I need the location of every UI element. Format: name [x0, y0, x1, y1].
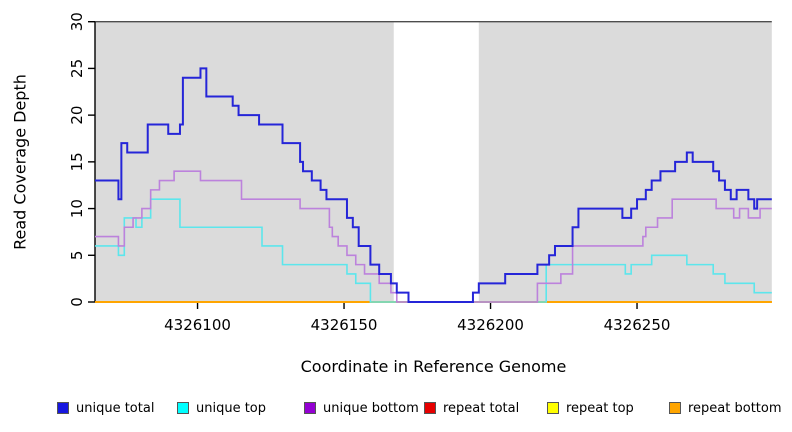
legend-label: repeat top	[566, 400, 634, 416]
y-tick-label: 5	[68, 251, 86, 261]
y-tick-label: 20	[68, 106, 86, 125]
legend-item-unique-top: unique top	[177, 398, 266, 418]
legend-label: unique top	[196, 400, 267, 416]
legend-label: repeat total	[443, 400, 520, 416]
x-tick-label: 4326200	[457, 316, 524, 334]
legend: unique total unique top unique bottom re…	[0, 398, 792, 422]
plot-region-covered-left	[95, 21, 394, 302]
x-tick-label: 4326150	[311, 316, 378, 334]
legend-label: unique total	[76, 400, 155, 416]
legend-item-unique-total: unique total	[57, 398, 154, 418]
plot-region-covered-right	[478, 21, 772, 302]
y-tick-label: 30	[68, 12, 86, 31]
y-tick-label: 0	[68, 297, 86, 307]
repeat-top-swatch-icon	[547, 402, 559, 414]
unique-total-swatch-icon	[57, 402, 69, 414]
series-line-unique-total	[95, 67, 772, 303]
plot-region-uncovered-gap	[393, 21, 479, 302]
y-axis-title: Read Coverage Depth	[10, 74, 30, 250]
legend-label: repeat bottom	[688, 400, 782, 416]
repeat-total-swatch-icon	[424, 402, 436, 414]
x-tick-label: 4326250	[604, 316, 671, 334]
repeat-bottom-swatch-icon	[669, 402, 681, 414]
y-tick-label: 25	[68, 59, 86, 78]
x-axis-title: Coordinate in Reference Genome	[300, 357, 567, 376]
legend-item-repeat-total: repeat total	[424, 398, 519, 418]
x-tick-label: 4326100	[164, 316, 231, 334]
series-line-unique-top	[95, 198, 772, 303]
y-tick-label: 15	[68, 152, 86, 171]
legend-item-repeat-top: repeat top	[547, 398, 634, 418]
unique-top-swatch-icon	[177, 402, 189, 414]
y-tick-label: 10	[68, 199, 86, 218]
legend-label: unique bottom	[323, 400, 419, 416]
legend-item-repeat-bottom: repeat bottom	[669, 398, 782, 418]
legend-item-unique-bottom: unique bottom	[304, 398, 419, 418]
unique-bottom-swatch-icon	[304, 402, 316, 414]
series-line-unique-bottom	[95, 170, 772, 303]
